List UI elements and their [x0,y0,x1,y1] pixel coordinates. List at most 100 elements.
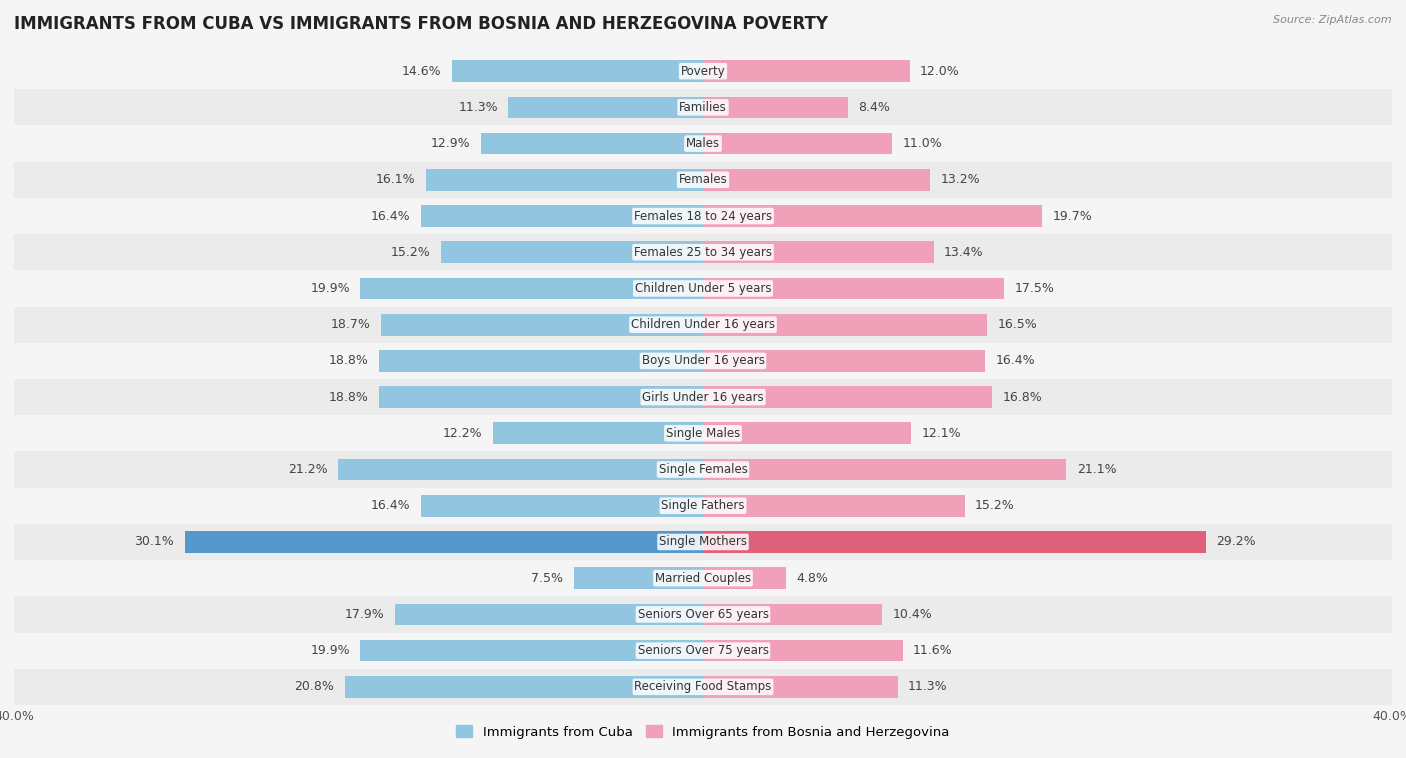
Bar [381,314,703,336]
Text: 12.0%: 12.0% [920,64,960,77]
Text: Single Fathers: Single Fathers [661,500,745,512]
Text: 13.4%: 13.4% [945,246,984,258]
Text: 16.4%: 16.4% [371,500,411,512]
Text: 21.1%: 21.1% [1077,463,1116,476]
Bar [509,96,703,118]
Text: 12.9%: 12.9% [430,137,471,150]
Text: 13.2%: 13.2% [941,174,980,186]
Text: 14.6%: 14.6% [402,64,441,77]
Bar [14,597,1392,632]
Bar [14,234,1392,271]
Bar [441,241,703,263]
Text: 12.2%: 12.2% [443,427,482,440]
Bar [420,495,703,517]
Bar [14,161,1392,198]
Text: Poverty: Poverty [681,64,725,77]
Text: 15.2%: 15.2% [391,246,430,258]
Text: Receiving Food Stamps: Receiving Food Stamps [634,681,772,694]
Text: 16.5%: 16.5% [997,318,1038,331]
Bar [703,61,910,82]
Bar [703,241,934,263]
Text: 19.7%: 19.7% [1053,209,1092,223]
Bar [14,415,1392,452]
Text: 7.5%: 7.5% [531,572,564,584]
Bar [703,495,965,517]
Bar [703,350,986,371]
Text: Children Under 16 years: Children Under 16 years [631,318,775,331]
Bar [14,379,1392,415]
Bar [14,487,1392,524]
Bar [14,53,1392,89]
Text: Single Males: Single Males [666,427,740,440]
Text: 4.8%: 4.8% [796,572,828,584]
Text: 11.0%: 11.0% [903,137,942,150]
Bar [14,343,1392,379]
Text: Children Under 5 years: Children Under 5 years [634,282,772,295]
Text: 18.7%: 18.7% [330,318,371,331]
Bar [703,531,1206,553]
Text: Males: Males [686,137,720,150]
Bar [574,567,703,589]
Bar [703,133,893,155]
Bar [14,198,1392,234]
Bar [481,133,703,155]
Text: 10.4%: 10.4% [893,608,932,621]
Text: 30.1%: 30.1% [135,535,174,549]
Text: 19.9%: 19.9% [311,282,350,295]
Text: 29.2%: 29.2% [1216,535,1256,549]
Bar [14,632,1392,669]
Text: 15.2%: 15.2% [976,500,1015,512]
Text: 11.6%: 11.6% [912,644,953,657]
Text: 17.5%: 17.5% [1015,282,1054,295]
Bar [451,61,703,82]
Text: 17.9%: 17.9% [344,608,384,621]
Bar [14,560,1392,597]
Text: 16.4%: 16.4% [995,355,1035,368]
Bar [14,89,1392,126]
Bar [344,676,703,697]
Bar [184,531,703,553]
Bar [703,603,882,625]
Bar [703,459,1066,481]
Bar [703,314,987,336]
Bar [380,350,703,371]
Bar [14,271,1392,306]
Text: Families: Families [679,101,727,114]
Text: Married Couples: Married Couples [655,572,751,584]
Text: 11.3%: 11.3% [908,681,948,694]
Bar [380,387,703,408]
Legend: Immigrants from Cuba, Immigrants from Bosnia and Herzegovina: Immigrants from Cuba, Immigrants from Bo… [451,720,955,744]
Text: Females 25 to 34 years: Females 25 to 34 years [634,246,772,258]
Bar [703,96,848,118]
Text: 12.1%: 12.1% [922,427,962,440]
Text: Boys Under 16 years: Boys Under 16 years [641,355,765,368]
Text: 16.8%: 16.8% [1002,390,1042,403]
Text: 16.1%: 16.1% [375,174,415,186]
Bar [395,603,703,625]
Text: 8.4%: 8.4% [858,101,890,114]
Text: 18.8%: 18.8% [329,355,368,368]
Bar [14,306,1392,343]
Bar [703,640,903,662]
Text: 18.8%: 18.8% [329,390,368,403]
Text: Single Females: Single Females [658,463,748,476]
Bar [703,205,1042,227]
Bar [494,422,703,444]
Bar [703,676,897,697]
Text: Seniors Over 75 years: Seniors Over 75 years [637,644,769,657]
Text: Source: ZipAtlas.com: Source: ZipAtlas.com [1274,15,1392,25]
Bar [420,205,703,227]
Bar [14,452,1392,487]
Bar [703,169,931,191]
Bar [426,169,703,191]
Text: Seniors Over 65 years: Seniors Over 65 years [637,608,769,621]
Text: Girls Under 16 years: Girls Under 16 years [643,390,763,403]
Bar [14,669,1392,705]
Bar [703,422,911,444]
Text: IMMIGRANTS FROM CUBA VS IMMIGRANTS FROM BOSNIA AND HERZEGOVINA POVERTY: IMMIGRANTS FROM CUBA VS IMMIGRANTS FROM … [14,15,828,33]
Text: Single Mothers: Single Mothers [659,535,747,549]
Bar [360,277,703,299]
Text: 11.3%: 11.3% [458,101,498,114]
Bar [703,277,1004,299]
Text: 16.4%: 16.4% [371,209,411,223]
